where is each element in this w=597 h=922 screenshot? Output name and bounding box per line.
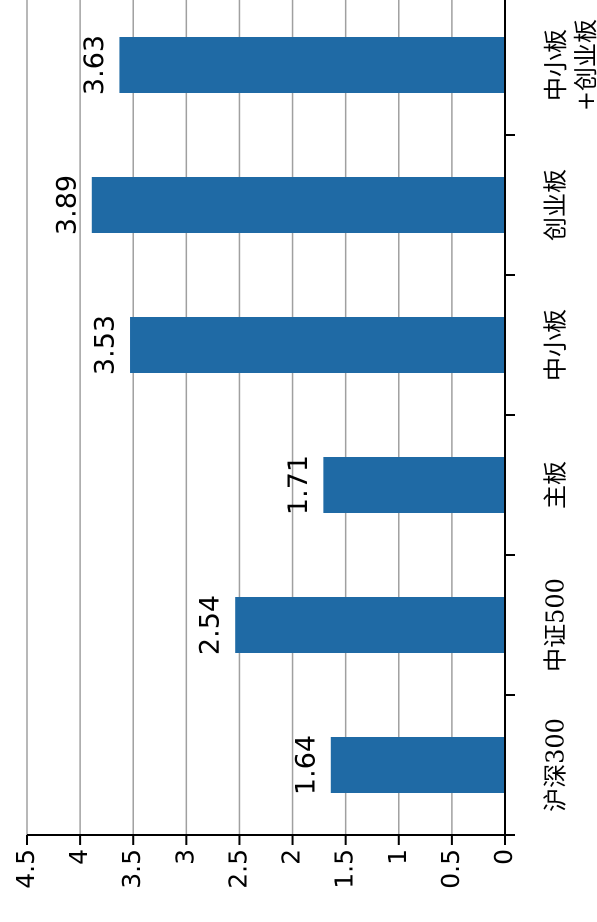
bar — [235, 597, 505, 653]
value-label: 3.89 — [51, 175, 82, 235]
y-tick-label: 4 — [64, 849, 93, 865]
value-label: 3.53 — [90, 315, 121, 375]
bar — [330, 737, 505, 793]
value-label: 3.63 — [79, 35, 110, 95]
y-tick-label: 0.5 — [436, 849, 465, 889]
y-tick-label: 1.5 — [330, 849, 359, 889]
bar — [119, 37, 505, 93]
x-tick-label: 中小板+创业板 — [542, 19, 597, 111]
y-tick-label: 2.5 — [223, 849, 252, 889]
y-tick-label: 2 — [277, 849, 306, 865]
bar — [91, 177, 505, 233]
y-tick-label: 3 — [170, 849, 199, 865]
y-tick-label: 4.5 — [11, 849, 40, 889]
bar — [323, 457, 505, 513]
x-tick-label: 中小板 — [542, 309, 570, 381]
value-label: 1.64 — [290, 735, 321, 795]
y-tick-label: 3.5 — [117, 849, 146, 889]
x-tick-label: 主板 — [542, 461, 570, 509]
x-tick-label: 中证500 — [542, 578, 570, 672]
y-tick-label: 0 — [489, 849, 518, 865]
value-label: 2.54 — [195, 595, 226, 655]
x-tick-label: 创业板 — [542, 169, 570, 241]
bar — [130, 317, 505, 373]
plot-area: 0 0.5 1 1.5 2 2.5 3 3.5 4 4.5 1.64 沪深300 2.54 中证500 1.… — [11, 0, 597, 889]
x-tick-label: 沪深300 — [542, 718, 570, 812]
y-tick-label: 1 — [383, 849, 412, 865]
value-label: 1.71 — [283, 455, 314, 515]
